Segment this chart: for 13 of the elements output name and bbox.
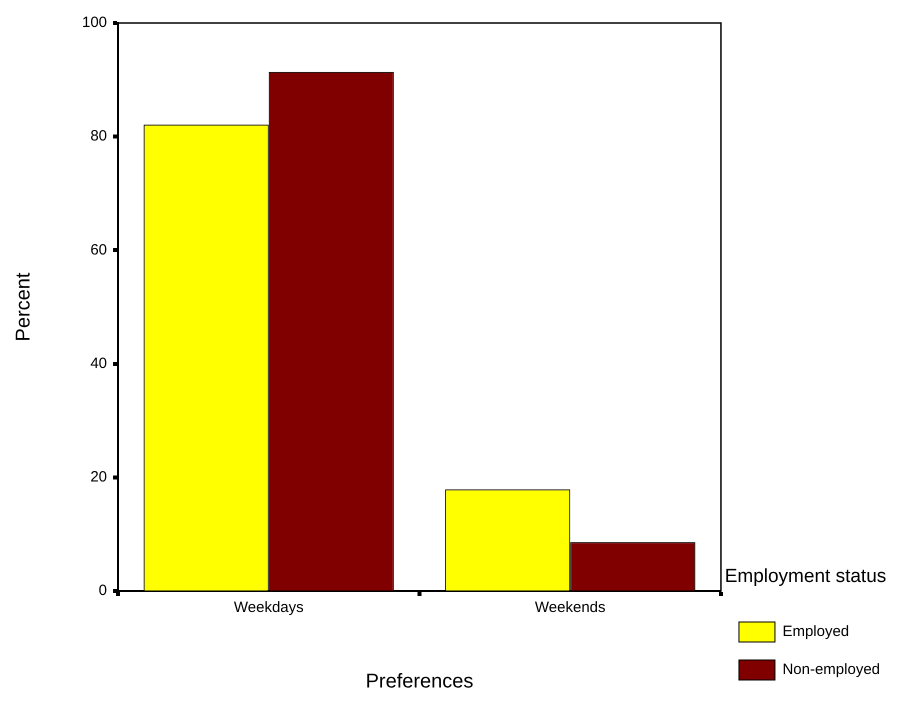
x-tick-label: Weekends <box>534 599 606 616</box>
legend-label: Non-employed <box>782 661 880 678</box>
legend-label: Employed <box>782 623 850 640</box>
y-tick-label: 0 <box>98 582 108 600</box>
y-tick-label: 20 <box>90 468 108 486</box>
x-tick-label: Weekdays <box>234 599 304 616</box>
y-axis-title: Percent <box>12 272 35 342</box>
y-tick-label: 60 <box>90 241 108 258</box>
y-tick-label: 80 <box>90 128 108 145</box>
legend-title: Employment status <box>724 566 886 587</box>
x-axis-title: Preferences <box>366 670 474 693</box>
y-tick-label: 100 <box>82 14 108 32</box>
y-tick-label: 40 <box>90 354 108 372</box>
